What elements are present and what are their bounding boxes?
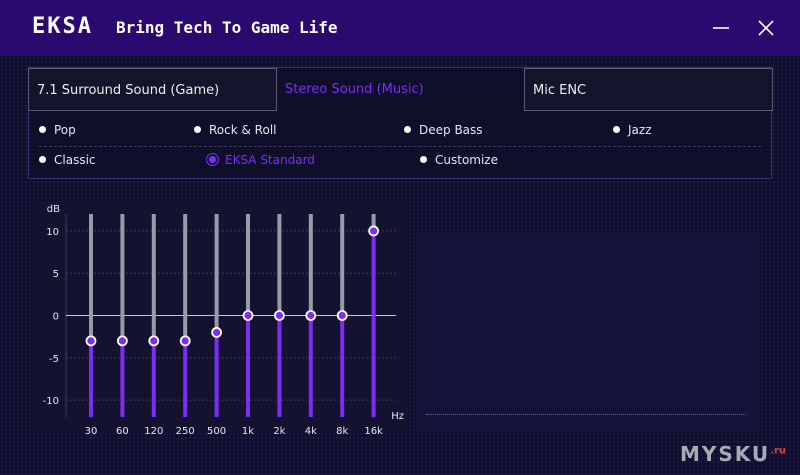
eq-band-fill — [308, 315, 313, 417]
preset-eksa-standard[interactable]: EKSA Standard — [207, 153, 315, 167]
preset-pop[interactable]: Pop — [39, 123, 76, 137]
eq-band-handle[interactable] — [336, 310, 348, 321]
sound-mode-panel: 7.1 Surround Sound (Game) Stereo Sound (… — [28, 67, 773, 179]
radio-dot-icon — [404, 126, 411, 133]
radio-dot-icon — [613, 126, 620, 133]
eq-band-track — [183, 214, 188, 341]
close-button[interactable] — [750, 12, 782, 44]
x-tick-label: 500 — [207, 426, 226, 434]
radio-dot-icon — [420, 156, 427, 163]
watermark: MYSKU.ru — [680, 442, 786, 466]
eq-band-fill — [277, 315, 282, 417]
eq-band-fill — [340, 315, 345, 417]
eq-band-track — [151, 214, 156, 341]
equalizer-chart: dB 10 5 0 -5 -10 30 60 120 250 500 1k 2k 4k 8k 16k Hz — [43, 204, 404, 437]
preset-label: EKSA Standard — [225, 153, 315, 167]
preset-deep-bass[interactable]: Deep Bass — [404, 123, 483, 137]
spectrum-baseline — [426, 414, 746, 415]
eq-band-handle[interactable] — [273, 310, 285, 321]
y-tick-label: -5 — [49, 354, 59, 365]
x-tick-label: 30 — [85, 426, 98, 434]
minimize-button[interactable] — [705, 12, 737, 44]
eq-band-handle[interactable] — [242, 310, 254, 321]
eq-band-fill — [183, 340, 188, 417]
eq-band-handle[interactable] — [85, 335, 97, 347]
radio-selected-icon — [209, 156, 216, 163]
eq-band-fill — [246, 315, 250, 417]
x-tick-label: 250 — [176, 426, 195, 434]
eq-band-handle[interactable] — [211, 327, 223, 338]
eq-band-track — [246, 214, 250, 316]
preset-customize[interactable]: Customize — [420, 153, 498, 167]
x-tick-label: 60 — [116, 426, 129, 434]
x-tick-label: 2k — [273, 426, 285, 434]
eq-band-fill — [89, 340, 93, 417]
radio-dot-icon — [194, 126, 201, 133]
preset-label: Jazz — [628, 123, 652, 137]
eq-band-track — [277, 214, 282, 316]
eq-band-fill — [151, 340, 156, 417]
tab-stereo-sound[interactable]: Stereo Sound (Music) — [285, 82, 424, 97]
tab-surround-sound[interactable]: 7.1 Surround Sound (Game) — [28, 68, 277, 111]
watermark-suffix: .ru — [770, 445, 787, 457]
preset-divider — [39, 146, 761, 147]
x-tick-label: 4k — [305, 426, 317, 434]
eq-band-track — [89, 214, 93, 341]
eq-band-handle[interactable] — [305, 310, 317, 321]
tab-mic-enc[interactable]: Mic ENC — [524, 68, 773, 111]
eq-band-fill — [214, 332, 219, 417]
close-icon — [758, 20, 774, 36]
equalizer-panel: dB 10 5 0 -5 -10 30 60 120 250 500 1k 2k 4k 8k 16k Hz — [30, 202, 408, 437]
eq-band-handle[interactable] — [179, 335, 191, 347]
preset-label: Deep Bass — [419, 123, 483, 137]
y-tick-label: 5 — [53, 269, 59, 280]
preset-classic[interactable]: Classic — [39, 153, 96, 167]
preset-jazz[interactable]: Jazz — [613, 123, 652, 137]
x-unit-label: Hz — [391, 411, 404, 422]
radio-dot-icon — [39, 126, 46, 133]
eq-band-handle[interactable] — [148, 335, 160, 347]
eq-band-fill — [120, 340, 125, 417]
preset-label: Pop — [54, 123, 76, 137]
eq-band-track — [120, 214, 125, 341]
y-tick-label: 10 — [46, 227, 59, 238]
spectrum-display — [418, 232, 758, 432]
watermark-text: MYSKU — [680, 442, 771, 466]
radio-dot-icon — [39, 156, 46, 163]
y-tick-label: -10 — [43, 396, 59, 407]
eq-band-track — [308, 214, 313, 316]
y-unit-label: dB — [47, 204, 60, 215]
preset-label: Classic — [54, 153, 96, 167]
eq-band-handle[interactable] — [117, 335, 128, 347]
eq-band-track — [340, 214, 345, 316]
brand-slogan: Bring Tech To Game Life — [116, 18, 338, 37]
x-tick-label: 8k — [336, 426, 348, 434]
eq-band-track — [371, 214, 376, 231]
x-tick-label: 1k — [242, 426, 254, 434]
x-tick-label: 120 — [144, 426, 163, 434]
brand-logo: EKSA — [32, 14, 93, 39]
preset-rock-and-roll[interactable]: Rock & Roll — [194, 123, 276, 137]
preset-label: Customize — [435, 153, 498, 167]
eq-band-fill — [371, 230, 376, 417]
minimize-icon — [713, 27, 729, 29]
eq-band-track — [214, 214, 219, 333]
title-bar: EKSA Bring Tech To Game Life — [0, 0, 800, 56]
preset-label: Rock & Roll — [209, 123, 277, 137]
x-tick-label: 16k — [364, 426, 383, 434]
y-tick-label: 0 — [53, 312, 59, 323]
eq-band-handle[interactable] — [368, 225, 380, 237]
